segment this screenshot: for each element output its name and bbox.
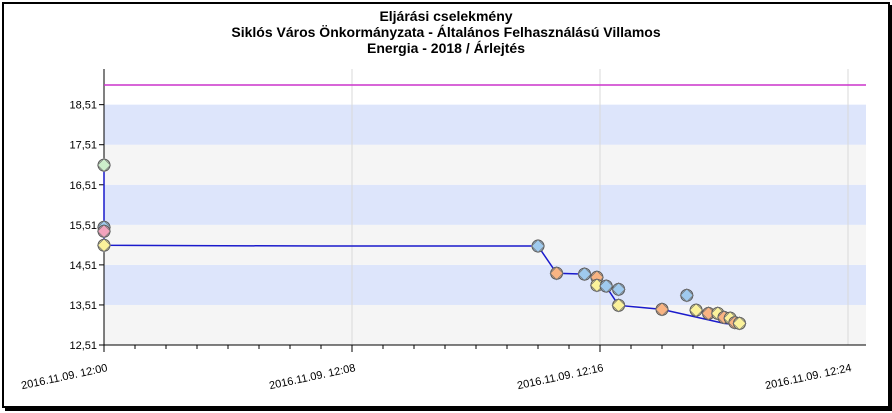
data-point-marker: [654, 302, 670, 317]
data-point: [531, 239, 545, 253]
data-point: [578, 267, 591, 281]
plot-band: [104, 264, 866, 305]
plot-band: [104, 304, 866, 345]
plot-band: [104, 144, 866, 185]
data-point-marker: [96, 158, 112, 173]
data-point-marker: [611, 298, 626, 313]
data-point: [612, 282, 626, 296]
y-tick-label: 16,51: [69, 180, 97, 192]
y-tick-label: 18,51: [69, 100, 97, 112]
data-point-marker: [679, 288, 694, 303]
data-point-marker: [611, 282, 626, 297]
data-point: [599, 279, 613, 293]
data-point-marker: [549, 266, 564, 281]
data-point-marker: [599, 279, 614, 294]
plot-band: [104, 104, 866, 145]
data-point: [550, 266, 564, 280]
data-point: [97, 224, 111, 238]
y-tick-label: 13,51: [69, 300, 97, 312]
data-point: [97, 158, 111, 172]
plot-band: [104, 184, 866, 225]
data-point: [97, 238, 111, 252]
data-point-marker: [732, 316, 747, 331]
chart-frame: Eljárási cselekmény Siklós Város Önkormá…: [2, 2, 890, 408]
data-point-marker: [689, 303, 704, 318]
data-point: [612, 298, 626, 312]
x-tick-label: 2016.11.09. 12:16: [516, 362, 604, 392]
x-tick-label: 2016.11.09. 12:24: [764, 362, 852, 392]
data-point-marker: [530, 238, 546, 254]
y-tick-label: 14,51: [69, 260, 97, 272]
data-point: [733, 316, 746, 330]
chart-title-line-3: Energia - 2018 / Árlejtés: [367, 40, 525, 56]
y-tick-label: 12,51: [69, 340, 97, 352]
data-point-marker: [577, 267, 592, 282]
y-tick-label: 17,51: [69, 140, 97, 152]
data-point-marker: [96, 224, 112, 239]
chart-title: Eljárási cselekmény Siklós Város Önkormá…: [4, 8, 888, 56]
x-tick-label: 2016.11.09. 12:00: [20, 362, 108, 392]
x-tick-label: 2016.11.09. 12:08: [268, 362, 356, 392]
y-tick-label: 15,51: [69, 220, 97, 232]
data-point: [689, 303, 703, 317]
chart-title-line-1: Eljárási cselekmény: [379, 8, 513, 24]
chart-plot: 12,51 13,51 14,51 15,51 16,51 17,51 18,51 2016.…: [20, 69, 866, 392]
plot-band: [104, 224, 866, 265]
data-point: [655, 302, 669, 316]
data-point: [680, 288, 694, 302]
chart-title-line-2: Siklós Város Önkormányzata - Általános F…: [231, 24, 661, 40]
data-point-marker: [96, 238, 112, 253]
